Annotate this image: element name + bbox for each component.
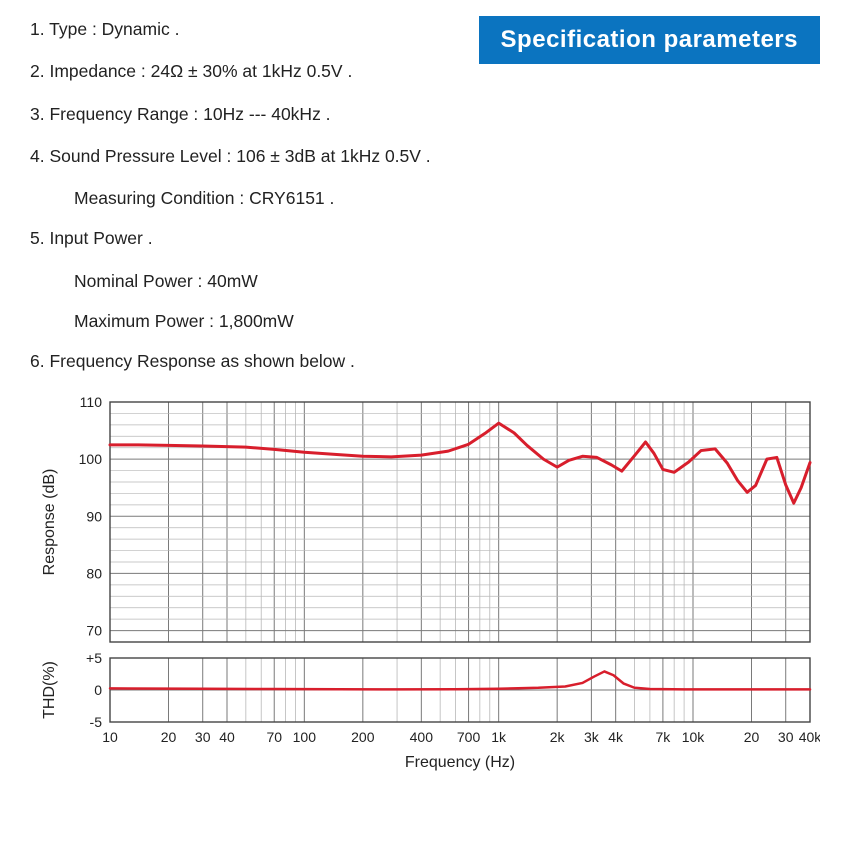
- svg-text:70: 70: [86, 623, 102, 639]
- spec-line-5b: Maximum Power : 1,800mW: [74, 308, 820, 334]
- svg-text:400: 400: [410, 729, 434, 745]
- svg-text:70: 70: [266, 729, 282, 745]
- svg-text:80: 80: [86, 566, 102, 582]
- svg-text:Frequency (Hz): Frequency (Hz): [405, 754, 515, 771]
- spec-line-3: 3. Frequency Range : 10Hz --- 40kHz .: [30, 101, 820, 127]
- spec-line-5a: Nominal Power : 40mW: [74, 268, 820, 294]
- svg-text:7k: 7k: [655, 729, 671, 745]
- svg-text:10k: 10k: [682, 729, 706, 745]
- spec-line-6: 6. Frequency Response as shown below .: [30, 348, 820, 374]
- chart-svg: 70 80 90 100 110 -5 0 +5 10 20 30 40 70 100 200 400 700 1…: [30, 390, 820, 832]
- svg-text:+5: +5: [86, 650, 102, 666]
- svg-text:20: 20: [161, 729, 177, 745]
- spec-line-4: 4. Sound Pressure Level : 106 ± 3dB at 1…: [30, 143, 820, 169]
- svg-text:10: 10: [102, 729, 118, 745]
- svg-text:-5: -5: [90, 714, 103, 730]
- svg-text:30: 30: [195, 729, 211, 745]
- title-badge: Specification parameters: [479, 16, 820, 64]
- svg-text:100: 100: [293, 729, 317, 745]
- svg-text:40k: 40k: [799, 729, 820, 745]
- svg-text:100: 100: [79, 451, 103, 467]
- svg-text:3k: 3k: [584, 729, 600, 745]
- spec-list: 1. Type : Dynamic . 2. Impedance : 24Ω ±…: [30, 16, 820, 374]
- svg-text:30: 30: [778, 729, 794, 745]
- spec-line-5: 5. Input Power .: [30, 225, 820, 251]
- frequency-response-chart: 70 80 90 100 110 -5 0 +5 10 20 30 40 70 100 200 400 700 1…: [30, 390, 820, 832]
- spec-line-4b: Measuring Condition : CRY6151 .: [74, 185, 820, 211]
- svg-text:1k: 1k: [491, 729, 507, 745]
- svg-text:40: 40: [219, 729, 235, 745]
- svg-text:0: 0: [94, 682, 102, 698]
- svg-text:20: 20: [744, 729, 760, 745]
- svg-text:700: 700: [457, 729, 481, 745]
- svg-text:THD(%): THD(%): [41, 661, 58, 719]
- svg-text:4k: 4k: [608, 729, 624, 745]
- svg-text:Response (dB): Response (dB): [41, 469, 58, 576]
- svg-text:2k: 2k: [550, 729, 566, 745]
- svg-text:200: 200: [351, 729, 375, 745]
- svg-text:90: 90: [86, 509, 102, 525]
- svg-text:110: 110: [80, 394, 103, 410]
